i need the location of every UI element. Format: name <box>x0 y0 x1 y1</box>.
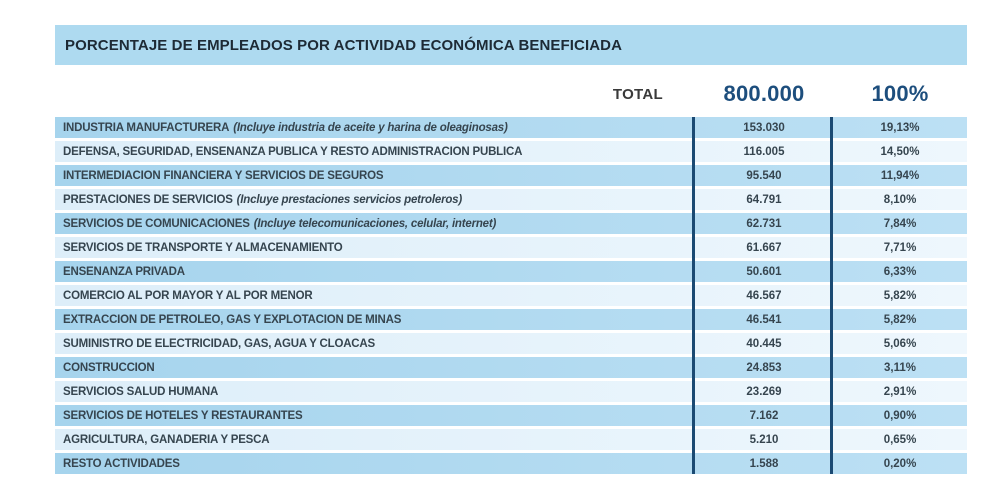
activity-note: (Incluye prestaciones servicios petroler… <box>236 193 463 206</box>
table-row: COMERCIO AL POR MAYOR Y AL POR MENOR 46.… <box>55 285 967 306</box>
activity-name: SERVICIOS DE COMUNICACIONES <box>63 217 250 230</box>
employees-value: 50.601 <box>746 265 782 278</box>
activity-label: CONSTRUCCIÓN <box>55 362 695 374</box>
employees-value: 61.667 <box>746 241 782 254</box>
activity-name: DEFENSA, SEGURIDAD, ENSEÑANZA PÚBLICA Y … <box>63 145 523 158</box>
percent-value: 19,13% <box>880 121 920 134</box>
employees-value: 116.005 <box>743 145 785 158</box>
activity-label: SERVICIOS DE HOTELES Y RESTAURANTES <box>55 410 695 422</box>
table-row: SUMINISTRO DE ELECTRICIDAD, GAS, AGUA Y … <box>55 333 967 354</box>
table-row: PRESTACIONES DE SERVICIOS (Incluye presta… <box>55 189 967 210</box>
activity-name: RESTO ACTIVIDADES <box>63 457 180 470</box>
table-row: INDUSTRIA MANUFACTURERA (Incluye industri… <box>55 117 967 138</box>
employees-value: 153.030 <box>743 121 785 134</box>
activity-label: SERVICIOS DE TRANSPORTE Y ALMACENAMIENTO <box>55 242 695 254</box>
percent-value: 14,50% <box>880 145 920 158</box>
employees-value: 46.541 <box>746 313 782 326</box>
activity-note: (Incluye industria de aceite y harina de… <box>233 121 508 134</box>
employees-value: 40.445 <box>746 337 782 350</box>
activity-name: ENSEÑANZA PRIVADA <box>63 265 185 278</box>
table-row: SERVICIOS DE TRANSPORTE Y ALMACENAMIENTO… <box>55 237 967 258</box>
activity-label: SUMINISTRO DE ELECTRICIDAD, GAS, AGUA Y … <box>55 338 695 350</box>
employees-value: 1.588 <box>749 457 779 470</box>
activity-name: SERVICIOS SALUD HUMANA <box>63 385 219 398</box>
percent-value: 5,82% <box>883 289 917 302</box>
activity-name: CONSTRUCCIÓN <box>63 361 155 374</box>
percent-value: 7,71% <box>883 241 917 254</box>
activity-label: AGRICULTURA, GANADERÍA Y PESCA <box>55 434 695 446</box>
table-row: DEFENSA, SEGURIDAD, ENSEÑANZA PÚBLICA Y … <box>55 141 967 162</box>
activity-note: (Incluye telecomunicaciones, celular, in… <box>253 217 497 230</box>
employees-value: 62.731 <box>746 217 782 230</box>
activity-label: EXTRACCIÓN DE PETRÓLEO, GAS Y EXPLOTACIÓ… <box>55 314 695 326</box>
activity-label: RESTO ACTIVIDADES <box>55 458 695 470</box>
title-bar: PORCENTAJE DE EMPLEADOS POR ACTIVIDAD EC… <box>55 25 967 65</box>
activity-name: COMERCIO AL POR MAYOR Y AL POR MENOR <box>63 289 313 302</box>
employees-value: 64.791 <box>746 193 782 206</box>
table-row: SERVICIOS DE COMUNICACIONES (Incluye tele… <box>55 213 967 234</box>
activity-name: SERVICIOS DE HOTELES Y RESTAURANTES <box>63 409 303 422</box>
activity-name: PRESTACIONES DE SERVICIOS <box>63 193 233 206</box>
activity-label: SERVICIOS DE COMUNICACIONES (Incluye tele… <box>55 218 695 230</box>
activity-label: SERVICIOS SALUD HUMANA <box>55 386 695 398</box>
employees-value: 7.162 <box>749 409 779 422</box>
activity-name: INTERMEDIACIÓN FINANCIERA Y SERVICIOS DE… <box>63 169 384 182</box>
total-employees-value: 800.000 <box>723 81 805 106</box>
total-row: TOTAL 800.000 100% <box>55 76 967 112</box>
total-percent-value: 100% <box>871 81 929 106</box>
employees-value: 23.269 <box>746 385 782 398</box>
percent-value: 11,94% <box>880 169 920 182</box>
table-row: EXTRACCIÓN DE PETRÓLEO, GAS Y EXPLOTACIÓ… <box>55 309 967 330</box>
percent-value: 3,11% <box>884 361 916 374</box>
activities-table: INDUSTRIA MANUFACTURERA (Incluye industri… <box>55 117 967 477</box>
percent-value: 8,10% <box>883 193 917 206</box>
activity-label: COMERCIO AL POR MAYOR Y AL POR MENOR <box>55 290 695 302</box>
percent-value: 0,65% <box>883 433 917 446</box>
percent-value: 7,84% <box>883 217 917 230</box>
table-row: SERVICIOS DE HOTELES Y RESTAURANTES 7.16… <box>55 405 967 426</box>
activity-name: AGRICULTURA, GANADERÍA Y PESCA <box>63 433 270 446</box>
activity-label: INTERMEDIACIÓN FINANCIERA Y SERVICIOS DE… <box>55 170 695 182</box>
percent-value: 5,82% <box>883 313 917 326</box>
total-label: TOTAL <box>612 85 663 103</box>
percent-value: 5,06% <box>883 337 917 350</box>
table-row: SERVICIOS SALUD HUMANA 23.269 2,91% <box>55 381 967 402</box>
table-row: INTERMEDIACIÓN FINANCIERA Y SERVICIOS DE… <box>55 165 967 186</box>
percent-value: 0,90% <box>883 409 917 422</box>
employees-value: 95.540 <box>746 169 782 182</box>
activity-label: INDUSTRIA MANUFACTURERA (Incluye industri… <box>55 122 695 134</box>
table-row: AGRICULTURA, GANADERÍA Y PESCA 5.210 0,6… <box>55 429 967 450</box>
activity-label: DEFENSA, SEGURIDAD, ENSEÑANZA PÚBLICA Y … <box>55 146 695 158</box>
table-row: RESTO ACTIVIDADES 1.588 0,20% <box>55 453 967 474</box>
column-divider-percent <box>830 117 833 474</box>
percent-value: 0,20% <box>883 457 917 470</box>
table-row: CONSTRUCCIÓN 24.853 3,11% <box>55 357 967 378</box>
table-rows: INDUSTRIA MANUFACTURERA (Incluye industri… <box>55 117 967 474</box>
activity-label: PRESTACIONES DE SERVICIOS (Incluye presta… <box>55 194 695 206</box>
activity-label: ENSEÑANZA PRIVADA <box>55 266 695 278</box>
employees-value: 46.567 <box>746 289 782 302</box>
activity-name: INDUSTRIA MANUFACTURERA <box>63 121 230 134</box>
column-divider-employees <box>692 117 695 474</box>
employees-value: 24.853 <box>746 361 782 374</box>
employees-value: 5.210 <box>749 433 779 446</box>
activity-name: SERVICIOS DE TRANSPORTE Y ALMACENAMIENTO <box>63 241 343 254</box>
activity-name: SUMINISTRO DE ELECTRICIDAD, GAS, AGUA Y … <box>63 337 375 350</box>
table-row: ENSEÑANZA PRIVADA 50.601 6,33% <box>55 261 967 282</box>
activity-name: EXTRACCIÓN DE PETRÓLEO, GAS Y EXPLOTACIÓ… <box>63 313 402 326</box>
percent-value: 2,91% <box>883 385 917 398</box>
page-title: PORCENTAJE DE EMPLEADOS POR ACTIVIDAD EC… <box>65 36 623 54</box>
percent-value: 6,33% <box>883 265 917 278</box>
